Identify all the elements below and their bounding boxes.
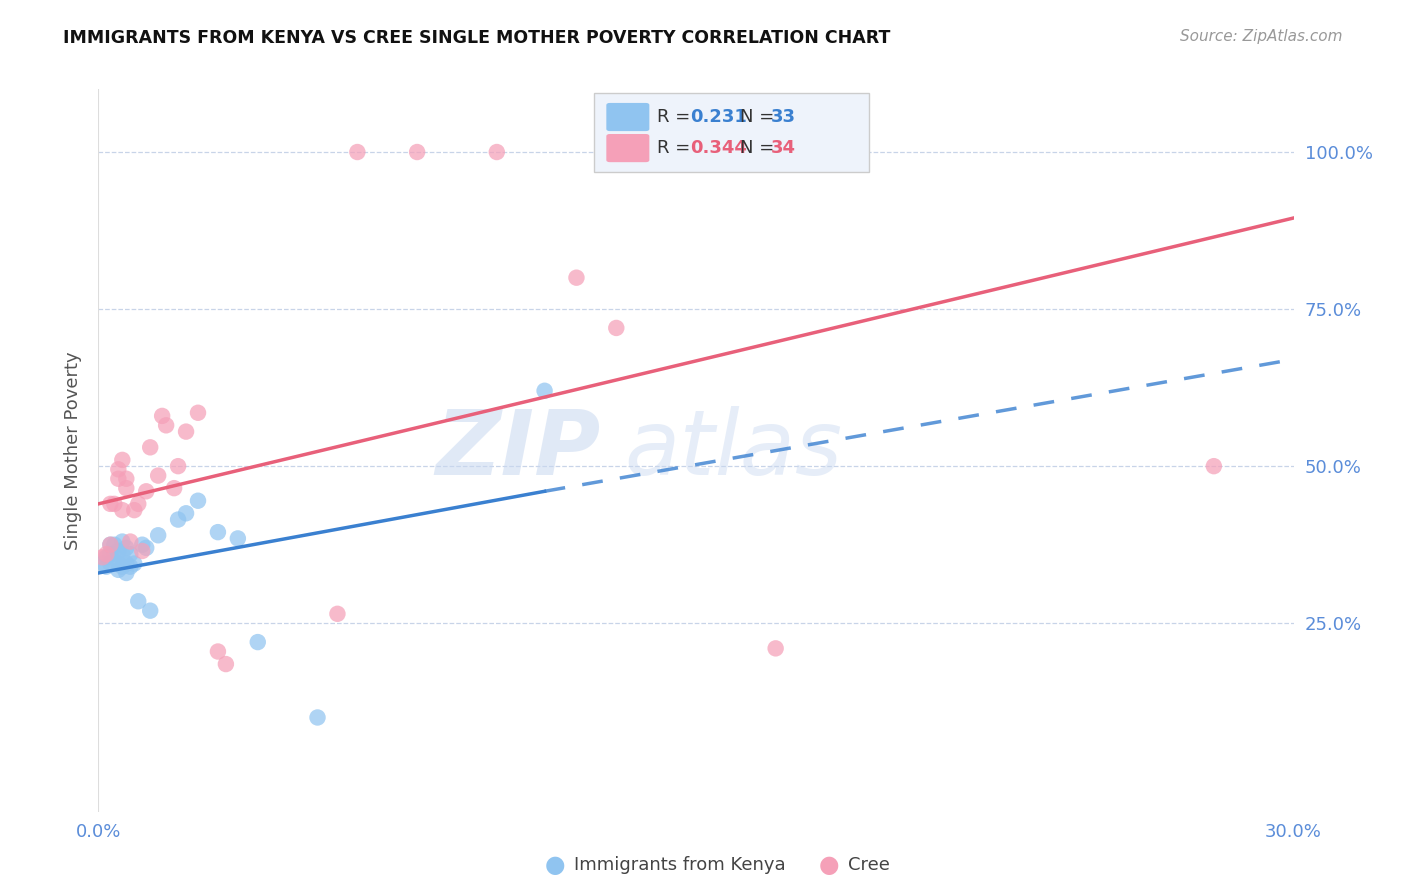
FancyBboxPatch shape xyxy=(606,134,650,162)
Point xyxy=(187,406,209,420)
Point xyxy=(111,559,134,574)
Point xyxy=(150,409,173,423)
Point xyxy=(98,547,122,561)
Point xyxy=(1202,459,1225,474)
Point xyxy=(207,525,229,540)
Text: R =: R = xyxy=(657,108,690,126)
Point xyxy=(187,493,209,508)
FancyBboxPatch shape xyxy=(595,93,869,172)
Point xyxy=(215,657,238,671)
Text: 0.344: 0.344 xyxy=(690,139,747,157)
Point xyxy=(115,541,138,555)
Point xyxy=(163,481,186,495)
Text: ZIP: ZIP xyxy=(434,407,600,494)
Point xyxy=(98,557,122,571)
Point xyxy=(96,550,118,565)
Text: atlas: atlas xyxy=(624,407,842,494)
Text: N =: N = xyxy=(740,139,775,157)
Point xyxy=(533,384,555,398)
Point xyxy=(765,641,787,656)
Text: N =: N = xyxy=(740,108,775,126)
Point xyxy=(98,538,122,552)
Point xyxy=(127,497,149,511)
Point xyxy=(111,534,134,549)
FancyBboxPatch shape xyxy=(606,103,650,131)
Point xyxy=(107,563,129,577)
Point xyxy=(131,538,153,552)
Point xyxy=(111,453,134,467)
Point xyxy=(174,506,197,520)
Point xyxy=(124,557,146,571)
Point xyxy=(246,635,269,649)
Point xyxy=(91,550,114,565)
Point xyxy=(155,418,177,433)
Point xyxy=(565,270,588,285)
Text: IMMIGRANTS FROM KENYA VS CREE SINGLE MOTHER POVERTY CORRELATION CHART: IMMIGRANTS FROM KENYA VS CREE SINGLE MOT… xyxy=(63,29,890,46)
Point xyxy=(111,503,134,517)
Point xyxy=(139,440,162,454)
Point xyxy=(167,459,190,474)
Point xyxy=(148,528,170,542)
Point xyxy=(107,557,129,571)
Point xyxy=(131,544,153,558)
Point xyxy=(120,547,142,561)
Point xyxy=(135,541,157,555)
Point xyxy=(107,472,129,486)
Text: 33: 33 xyxy=(772,108,796,126)
Point xyxy=(148,468,170,483)
Text: Cree: Cree xyxy=(848,856,890,874)
Point xyxy=(91,557,114,571)
Point xyxy=(120,559,142,574)
Point xyxy=(605,321,627,335)
Point xyxy=(103,538,125,552)
Text: ●: ● xyxy=(820,854,839,877)
Point xyxy=(346,145,368,159)
Point xyxy=(124,503,146,517)
Point xyxy=(139,604,162,618)
Text: 0.231: 0.231 xyxy=(690,108,747,126)
Point xyxy=(485,145,508,159)
Point xyxy=(207,644,229,658)
Point xyxy=(98,538,122,552)
Point xyxy=(115,557,138,571)
Point xyxy=(127,594,149,608)
Point xyxy=(115,481,138,495)
Point xyxy=(115,566,138,580)
Text: R =: R = xyxy=(657,139,690,157)
Point xyxy=(307,710,329,724)
Point xyxy=(120,534,142,549)
Point xyxy=(96,559,118,574)
Text: Source: ZipAtlas.com: Source: ZipAtlas.com xyxy=(1180,29,1343,44)
Point xyxy=(226,532,249,546)
Point xyxy=(103,547,125,561)
Text: Immigrants from Kenya: Immigrants from Kenya xyxy=(574,856,786,874)
Point xyxy=(167,512,190,526)
Point xyxy=(326,607,349,621)
Point xyxy=(98,497,122,511)
Point xyxy=(406,145,429,159)
Point xyxy=(174,425,197,439)
Text: 34: 34 xyxy=(772,139,796,157)
Point xyxy=(135,484,157,499)
Y-axis label: Single Mother Poverty: Single Mother Poverty xyxy=(63,351,82,549)
Point xyxy=(107,544,129,558)
Point xyxy=(115,472,138,486)
Point xyxy=(96,547,118,561)
Point xyxy=(107,462,129,476)
Text: ●: ● xyxy=(546,854,565,877)
Point xyxy=(103,497,125,511)
Point xyxy=(111,547,134,561)
